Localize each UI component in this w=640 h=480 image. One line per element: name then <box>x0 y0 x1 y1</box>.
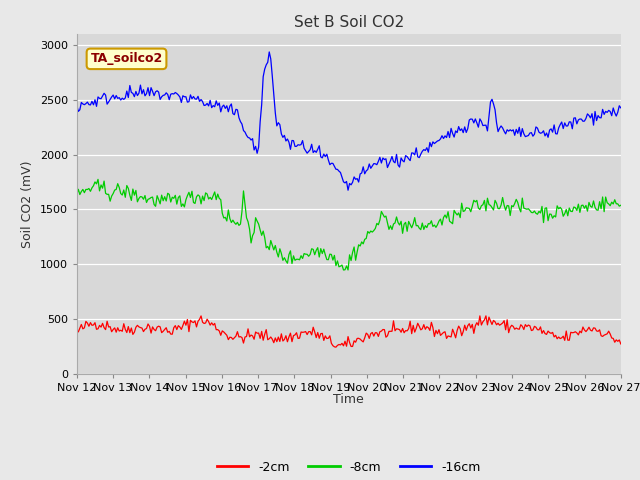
X-axis label: Time: Time <box>333 394 364 407</box>
Y-axis label: Soil CO2 (mV): Soil CO2 (mV) <box>21 160 34 248</box>
Text: TA_soilco2: TA_soilco2 <box>90 52 163 65</box>
Legend: -2cm, -8cm, -16cm: -2cm, -8cm, -16cm <box>212 456 486 479</box>
Title: Set B Soil CO2: Set B Soil CO2 <box>294 15 404 30</box>
